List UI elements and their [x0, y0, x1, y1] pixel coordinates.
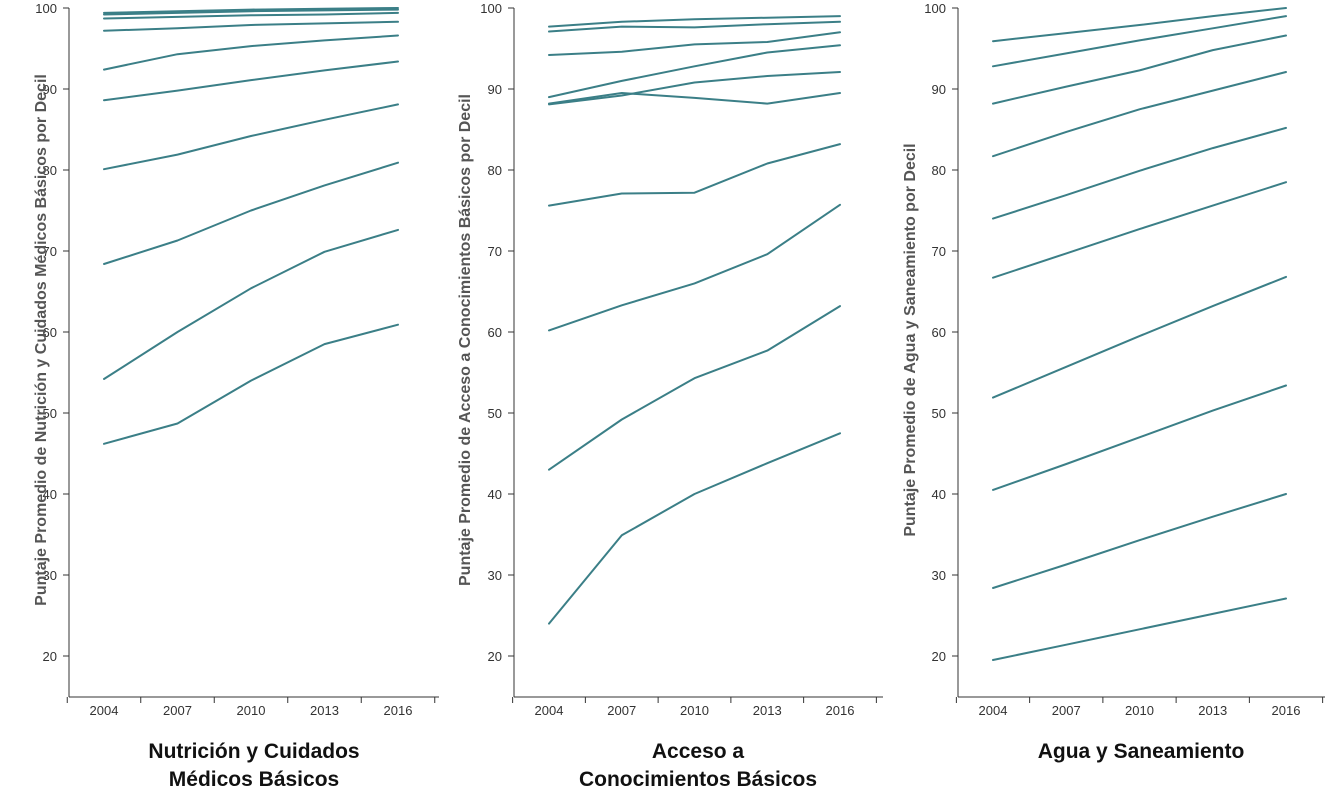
series-line-decil-10 [992, 7, 1287, 43]
series-line-decil-8 [103, 11, 399, 20]
y-tick-label: 70 [488, 244, 502, 259]
series-line-decil-7 [992, 71, 1287, 158]
x-tick-label: 2016 [1272, 703, 1301, 718]
y-axis-title: Puntaje Promedio de Agua y Saneamiento p… [902, 143, 919, 536]
panel-title: Agua y Saneamiento [1038, 740, 1245, 763]
y-tick-label: 50 [488, 406, 502, 421]
panel-title-line: Acceso a [652, 740, 745, 763]
x-tick-label: 2007 [607, 703, 636, 718]
series-line-decil-1 [103, 323, 399, 445]
x-tick-label: 2013 [1198, 703, 1227, 718]
y-tick-label: 80 [488, 163, 502, 178]
panel-title: Acceso a Conocimientos Básicos [579, 740, 817, 791]
series-line-decil-6 [992, 126, 1287, 220]
chart-panel-1: 20 30 40 50 60 70 80 90 100 2004 2007 2010 2013 2016 P… [33, 1, 439, 791]
y-tick-label: 100 [924, 1, 946, 16]
y-tick-label: 70 [932, 244, 946, 259]
series-line-decil-5 [103, 60, 399, 102]
y-tick-label: 40 [488, 487, 502, 502]
series-line-decil-2 [548, 305, 841, 471]
y-tick-label: 90 [43, 82, 57, 97]
panel-title-line: Agua y Saneamiento [1038, 740, 1245, 763]
y-tick-label: 100 [35, 1, 57, 16]
y-tick-label: 80 [43, 163, 57, 178]
y-tick-label: 80 [932, 163, 946, 178]
series-line-decil-5 [548, 71, 841, 106]
y-tick-label: 30 [932, 568, 946, 583]
series-line-decil-4 [103, 103, 399, 171]
y-tick-label: 20 [932, 649, 946, 664]
series-line-decil-6 [548, 92, 841, 105]
series-line-decil-8 [992, 34, 1287, 105]
y-tick-label: 90 [932, 82, 946, 97]
panel-title-line: Médicos Básicos [169, 768, 339, 791]
series-line-decil-7 [548, 44, 841, 99]
series-line-decil-5 [992, 181, 1287, 279]
series-line-decil-3 [548, 203, 841, 332]
y-tick-label: 40 [43, 487, 57, 502]
x-tick-label: 2004 [90, 703, 119, 718]
y-tick-label: 60 [43, 325, 57, 340]
x-tick-label: 2010 [680, 703, 709, 718]
series-line-decil-7 [103, 20, 399, 32]
y-tick-label: 40 [932, 487, 946, 502]
y-tick-label: 20 [488, 649, 502, 664]
series-line-decil-4 [992, 275, 1287, 399]
x-tick-label: 2010 [237, 703, 266, 718]
series-line-decil-10 [103, 7, 399, 14]
series-line-decil-10 [548, 15, 841, 28]
series-line-decil-8 [548, 31, 841, 56]
x-tick-label: 2007 [1052, 703, 1081, 718]
x-tick-label: 2013 [310, 703, 339, 718]
y-tick-label: 90 [488, 82, 502, 97]
y-tick-label: 30 [43, 568, 57, 583]
y-axis-title: Puntaje Promedio de Nutrición y Cuidados… [33, 74, 50, 606]
series-line-decil-3 [992, 384, 1287, 491]
series-line-decil-9 [103, 8, 399, 16]
x-tick-label: 2010 [1125, 703, 1154, 718]
series-line-decil-6 [103, 34, 399, 71]
panel-title: Nutrición y Cuidados Médicos Básicos [148, 740, 359, 791]
y-tick-label: 70 [43, 244, 57, 259]
series-line-decil-3 [103, 161, 399, 265]
y-tick-label: 60 [932, 325, 946, 340]
x-tick-label: 2016 [826, 703, 855, 718]
x-tick-label: 2004 [535, 703, 564, 718]
y-tick-label: 50 [932, 406, 946, 421]
x-tick-label: 2013 [753, 703, 782, 718]
y-tick-label: 60 [488, 325, 502, 340]
y-tick-label: 30 [488, 568, 502, 583]
series-line-decil-2 [992, 493, 1287, 589]
x-tick-label: 2016 [384, 703, 413, 718]
series-line-decil-4 [548, 143, 841, 207]
panel-title-line: Conocimientos Básicos [579, 768, 817, 791]
y-tick-label: 50 [43, 406, 57, 421]
chart-panel-3: 20 30 40 50 60 70 80 90 100 2004 2007 2010 2013 2016 P… [902, 1, 1325, 763]
series-line-decil-1 [992, 597, 1287, 661]
y-tick-label: 20 [43, 649, 57, 664]
chart-panel-2: 20 30 40 50 60 70 80 90 100 2004 2007 2010 2013 2016 P… [457, 1, 883, 791]
panel-title-line: Nutrición y Cuidados [148, 740, 359, 763]
series-line-decil-1 [548, 432, 841, 625]
y-tick-label: 100 [480, 1, 502, 16]
series-line-decil-9 [992, 15, 1287, 68]
series-line-decil-2 [103, 228, 399, 380]
x-tick-label: 2007 [163, 703, 192, 718]
y-axis-title: Puntaje Promedio de Acceso a Conocimient… [457, 94, 474, 586]
x-tick-label: 2004 [979, 703, 1008, 718]
series-line-decil-9 [548, 20, 841, 33]
